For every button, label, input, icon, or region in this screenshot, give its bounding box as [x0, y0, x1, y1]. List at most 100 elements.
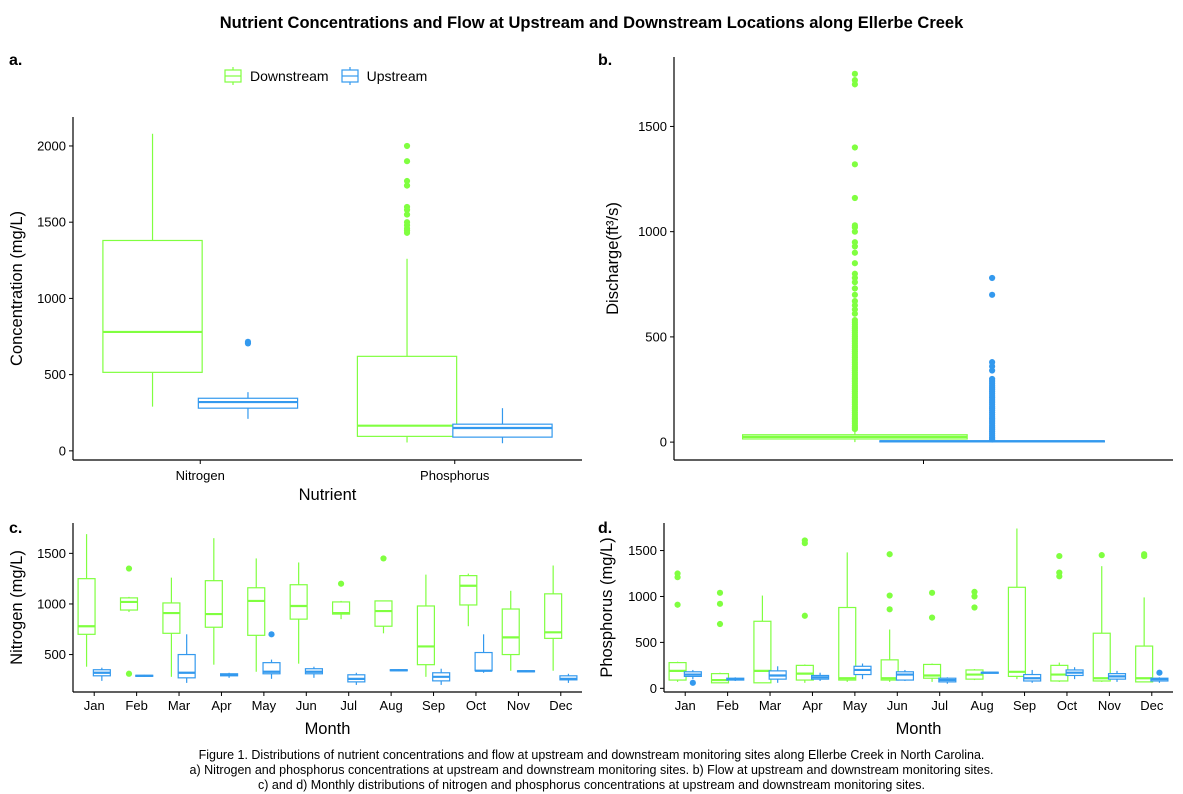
x-axis-title: Nutrient — [299, 486, 357, 504]
box-upstream-nov — [1107, 670, 1127, 682]
y-tick-label: 1000 — [37, 291, 66, 306]
box-upstream-jun — [895, 669, 915, 681]
outlier-point — [851, 249, 858, 256]
box-upstream-nov — [516, 670, 536, 673]
legend-key-downstream — [224, 67, 242, 85]
box-iqr — [289, 584, 308, 620]
box-upstream-phosphorus — [452, 408, 553, 444]
outlier-point — [851, 161, 858, 168]
y-tick-label: 500 — [44, 647, 66, 662]
panel-c: 500 1000 1500 Jan Feb Mar Apr May Jun Jul Aug Sep Oc… — [8, 523, 582, 738]
x-tick-label: Oct — [1057, 698, 1078, 713]
y-axis-title: Nitrogen (mg/L) — [8, 550, 26, 665]
box-downstream-jan — [668, 570, 687, 682]
box-iqr — [204, 580, 223, 628]
x-tick-label: Nov — [1098, 698, 1122, 713]
x-tick-label: Jan — [84, 698, 105, 713]
box-upstream-may — [853, 663, 872, 680]
outlier-point — [971, 604, 978, 611]
x-tick-label: Sep — [422, 698, 445, 713]
panel-label-c: c. — [9, 520, 23, 537]
outlier-point — [716, 589, 724, 596]
outlier-point — [851, 291, 858, 298]
box-downstream-mar — [162, 577, 181, 677]
outlier-point — [851, 239, 858, 246]
box-downstream-may — [838, 552, 857, 682]
outlier-point — [851, 222, 858, 229]
y-tick-label: 500 — [645, 329, 667, 344]
caption-line-1: Figure 1. Distributions of nutrient conc… — [198, 748, 985, 762]
outlier-point — [403, 211, 411, 218]
x-tick-label: Aug — [380, 698, 403, 713]
x-tick-label: Mar — [168, 698, 191, 713]
box-iqr — [247, 587, 266, 636]
outlier-point — [403, 158, 411, 165]
y-tick-label: 0 — [660, 435, 667, 450]
outlier-point — [380, 555, 387, 562]
x-axis-title: Month — [896, 720, 942, 738]
x-tick-label: May — [843, 698, 868, 713]
box-upstream-sep — [432, 668, 451, 685]
box-upstream-mar — [768, 666, 787, 683]
chart-title: Nutrient Concentrations and Flow at Upst… — [219, 14, 964, 32]
box-upstream-apr — [220, 672, 239, 678]
box-iqr — [262, 662, 281, 675]
outlier-point — [989, 359, 996, 366]
outlier-point — [851, 270, 858, 277]
box-iqr — [880, 659, 899, 681]
x-tick-label: Feb — [125, 698, 147, 713]
outlier-point — [886, 606, 893, 613]
outlier-point — [125, 670, 133, 677]
outlier-point — [801, 612, 808, 619]
box-iqr — [1050, 664, 1069, 682]
legend: Downstream Upstream — [222, 67, 437, 85]
box-downstream-feb — [710, 589, 730, 684]
outlier-point — [851, 260, 858, 267]
box-iqr — [838, 606, 857, 681]
outlier-point — [403, 177, 411, 185]
outlier-point — [851, 194, 858, 202]
y-axis-title: Discharge(ft³/s) — [604, 202, 622, 315]
box-upstream-all — [879, 274, 1105, 443]
outlier-point — [403, 219, 411, 226]
box-downstream-sep — [1007, 528, 1026, 680]
box-downstream-oct — [1050, 552, 1069, 682]
outlier-point — [689, 679, 696, 686]
legend-item-upstream: Upstream — [339, 67, 427, 85]
x-tick-label: Oct — [466, 698, 487, 713]
outlier-point — [851, 285, 858, 292]
box-upstream-oct — [1065, 667, 1084, 680]
box-downstream-jun — [880, 551, 899, 682]
box-downstream-jan — [77, 534, 96, 667]
box-downstream-all — [742, 70, 968, 443]
outlier-point — [851, 316, 858, 324]
outlier-point — [971, 588, 978, 595]
outlier-point — [989, 375, 996, 383]
x-tick-label: Dec — [1140, 698, 1164, 713]
box-upstream-aug — [389, 669, 408, 672]
box-upstream-dec — [559, 673, 578, 683]
y-tick-label: 2000 — [37, 138, 66, 153]
x-tick-label: Jun — [887, 698, 908, 713]
y-tick-label: 0 — [650, 681, 657, 696]
box-downstream-apr — [204, 538, 223, 665]
box-downstream-apr — [795, 537, 814, 683]
panel-label-d: d. — [598, 520, 613, 537]
x-tick-label: Jan — [675, 698, 696, 713]
panel-b: 0 500 1000 1500 Discharge(ft³/s) — [604, 57, 1173, 464]
box-upstream-may — [262, 631, 281, 679]
panel-a: 0 500 1000 1500 2000 Nitrogen Phosphorus Nutrie… — [8, 117, 582, 504]
outlier-point — [801, 537, 808, 544]
box-downstream-phosphorus — [356, 142, 458, 443]
x-tick-label: Apr — [211, 698, 232, 713]
box-upstream-jan — [92, 667, 111, 681]
box-downstream-may — [247, 558, 266, 672]
outlier-point — [1056, 552, 1063, 560]
box-downstream-nitrogen — [102, 133, 203, 407]
box-iqr — [459, 575, 478, 606]
y-tick-label: 0 — [59, 443, 66, 458]
box-downstream-oct — [459, 573, 478, 627]
box-upstream-jun — [304, 666, 324, 678]
box-iqr — [177, 653, 196, 679]
box-iqr — [77, 578, 96, 635]
